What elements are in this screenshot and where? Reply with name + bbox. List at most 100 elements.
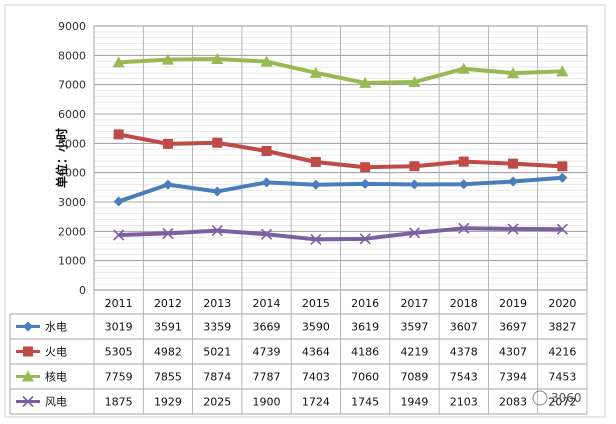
data-label: 7543 [450,371,478,384]
series-1 [113,172,568,207]
data-point-square [557,161,568,172]
data-label: 4378 [450,346,478,359]
data-label: 7403 [302,371,330,384]
x-tick-label: 2020 [548,297,576,310]
data-label: 4186 [351,346,379,359]
data-label: 4739 [253,346,281,359]
data-point-triangle [507,67,520,79]
data-label: 7787 [253,371,281,384]
data-point-diamond [113,196,124,207]
data-point-diamond [557,172,568,183]
legend-label: 风电 [45,396,67,409]
y-tick-label: 6000 [58,108,86,121]
data-point-x [408,227,421,239]
data-point-square [162,138,173,149]
data-point-diamond [162,179,173,190]
data-label: 7394 [499,371,527,384]
table-row: 风电 1875 1929 2025 1900 1724 1745 1949 2103 2083 20… [16,396,576,409]
data-label: 4219 [400,346,428,359]
x-tick-label: 2013 [203,297,231,310]
data-label: 1929 [154,396,182,409]
data-label: 4364 [302,346,330,359]
data-label: 3591 [154,321,182,334]
data-label: 7453 [548,371,576,384]
series-line [118,132,563,170]
data-point-triangle [359,76,372,88]
data-table: 2011 2012 2013 2014 2015 2016 2017 2018 2019 2020… [9,297,587,415]
data-point-square [261,145,272,156]
data-label: 3019 [105,321,133,334]
series-2 [113,129,568,173]
data-point-x [113,229,125,241]
data-point-x [556,223,568,235]
series-4 [113,222,568,245]
y-tick-label: 2000 [58,225,86,238]
x-tick-label: 2018 [450,297,478,310]
data-label: 7874 [203,371,231,384]
data-label: 3607 [450,321,478,334]
y-axis-label: 单位：小时 [54,128,69,188]
data-point-diamond [23,321,33,332]
data-label: 5305 [105,346,133,359]
data-label: 4307 [499,346,527,359]
watermark: 3060 [532,390,582,406]
y-axis-ticks: 0 1000 2000 3000 4000 5000 6000 7000 8000 9000 [58,20,86,297]
data-point-square [508,158,519,169]
x-tick-label: 2017 [400,297,428,310]
data-label: 3827 [548,321,576,334]
data-label: 2103 [450,396,478,409]
data-point-x [310,233,322,245]
legend-label: 火电 [45,346,67,359]
data-label: 3359 [203,321,231,334]
y-tick-label: 9000 [58,20,86,33]
data-point-square [409,161,420,172]
x-tick-label: 2014 [253,297,281,310]
data-label: 1745 [351,396,379,409]
table-row: 火电 5305 4982 5021 4739 4364 4186 4219 4378 4307 42… [16,346,576,359]
data-point-square [113,129,124,140]
data-label: 2025 [203,396,231,409]
x-tick-label: 2015 [302,297,330,310]
data-label: 3590 [302,321,330,334]
series-layer [112,53,569,245]
y-tick-label: 1000 [58,255,86,268]
data-label: 1724 [302,396,330,409]
data-point-x [260,228,273,240]
data-label: 3669 [253,321,281,334]
data-point-x [162,227,174,239]
data-point-diamond [310,179,321,190]
data-point-diamond [508,176,519,187]
legend-label: 核电 [45,370,67,384]
data-point-triangle [161,53,174,65]
table-row: 核电 7759 7855 7874 7787 7403 7060 7089 7543 7394 74… [16,370,576,384]
data-label: 7855 [154,371,182,384]
data-point-triangle [22,370,34,382]
series-line [118,57,563,85]
data-label: 3697 [499,321,527,334]
data-point-x [507,223,519,235]
x-tick-label: 2012 [154,297,182,310]
data-point-diamond [360,178,371,189]
series-line [118,226,563,242]
data-point-diamond [458,179,469,190]
data-point-triangle [556,65,569,77]
data-point-diamond [261,177,272,188]
data-label: 2072 [548,396,576,409]
chart-border [4,4,606,418]
data-label: 1900 [253,396,281,409]
data-label: 1949 [400,396,428,409]
legend-key [16,370,40,382]
series-3 [112,53,569,88]
data-label: 4216 [548,346,576,359]
data-point-triangle [309,66,322,78]
data-label: 2083 [499,396,527,409]
x-tick-label: 2019 [499,297,527,310]
data-point-triangle [211,53,224,65]
y-tick-label: 4000 [58,167,86,180]
data-point-x [211,225,223,237]
data-point-diamond [409,179,420,190]
data-point-x [22,395,34,408]
series-line [118,175,563,204]
x-tick-label: 2011 [105,297,133,310]
